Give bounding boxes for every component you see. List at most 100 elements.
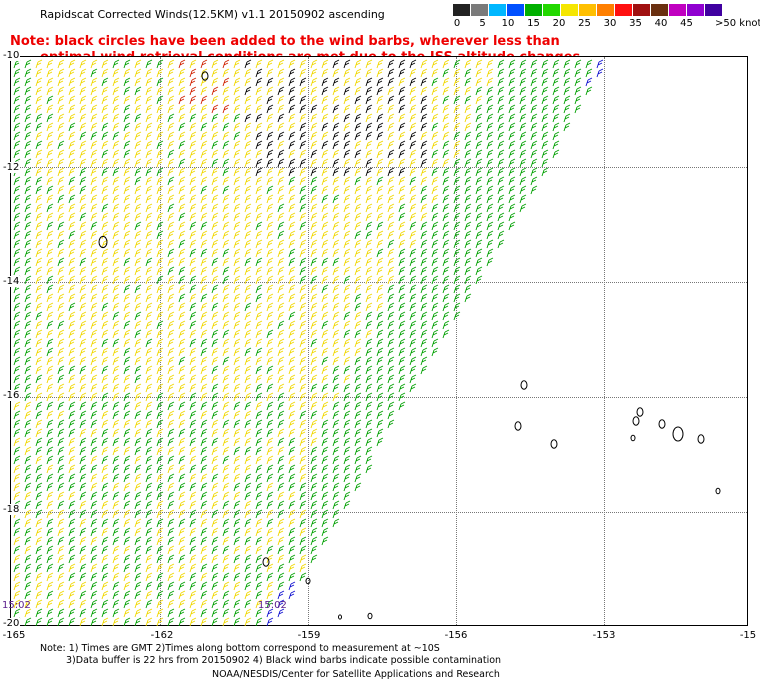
wind-barb bbox=[354, 464, 362, 474]
wind-barb bbox=[211, 239, 219, 249]
wind-barb bbox=[35, 446, 43, 456]
wind-barb bbox=[354, 347, 362, 357]
wind-barb bbox=[376, 194, 384, 204]
wind-barb bbox=[398, 293, 406, 303]
wind-barb bbox=[13, 320, 21, 330]
wind-barb bbox=[332, 401, 340, 411]
wind-barb bbox=[68, 401, 76, 411]
wind-barb bbox=[233, 284, 241, 294]
wind-barb bbox=[233, 455, 241, 465]
wind-barb bbox=[35, 275, 43, 285]
wind-barb bbox=[35, 500, 43, 510]
wind-barb bbox=[79, 176, 87, 186]
island-outline bbox=[98, 235, 108, 249]
wind-barb bbox=[79, 221, 87, 231]
wind-barb bbox=[321, 473, 329, 483]
wind-barb bbox=[112, 140, 120, 150]
wind-barb bbox=[475, 77, 483, 87]
wind-barb bbox=[90, 383, 98, 393]
wind-barb bbox=[277, 437, 285, 447]
island-outline bbox=[305, 577, 311, 585]
wind-barb bbox=[321, 113, 329, 123]
wind-barb bbox=[420, 86, 428, 96]
wind-barb bbox=[552, 86, 560, 96]
wind-barb bbox=[123, 167, 131, 177]
wind-barb bbox=[332, 239, 340, 249]
wind-barb bbox=[288, 446, 296, 456]
wind-barb bbox=[508, 104, 516, 114]
wind-barb bbox=[101, 185, 109, 195]
wind-barb bbox=[266, 428, 274, 438]
wind-barb bbox=[90, 590, 98, 600]
wind-barb bbox=[211, 185, 219, 195]
wind-barb bbox=[79, 59, 87, 69]
wind-barb bbox=[431, 275, 439, 285]
wind-barb bbox=[79, 284, 87, 294]
wind-barb bbox=[354, 284, 362, 294]
wind-barb bbox=[123, 104, 131, 114]
wind-barb bbox=[167, 509, 175, 519]
wind-barb bbox=[101, 113, 109, 123]
wind-barb bbox=[233, 293, 241, 303]
wind-barb bbox=[464, 140, 472, 150]
wind-barb bbox=[288, 401, 296, 411]
wind-barb bbox=[277, 347, 285, 357]
wind-barb bbox=[332, 104, 340, 114]
wind-barb bbox=[431, 113, 439, 123]
wind-barb bbox=[321, 302, 329, 312]
wind-barb bbox=[134, 392, 142, 402]
wind-barb bbox=[90, 437, 98, 447]
wind-barb bbox=[79, 464, 87, 474]
wind-barb bbox=[310, 167, 318, 177]
wind-barb bbox=[134, 248, 142, 258]
wind-barb bbox=[46, 185, 54, 195]
wind-barb bbox=[222, 176, 230, 186]
wind-barb bbox=[332, 194, 340, 204]
wind-barb bbox=[244, 617, 252, 626]
wind-barb bbox=[277, 509, 285, 519]
wind-barb bbox=[24, 320, 32, 330]
wind-barb bbox=[35, 266, 43, 276]
wind-barb bbox=[431, 302, 439, 312]
wind-barb bbox=[112, 509, 120, 519]
wind-barb bbox=[101, 347, 109, 357]
wind-barb bbox=[46, 131, 54, 141]
wind-barb bbox=[266, 599, 274, 609]
wind-barb bbox=[145, 428, 153, 438]
wind-barb bbox=[255, 383, 263, 393]
wind-barb bbox=[189, 311, 197, 321]
legend-tick-label: 15 bbox=[527, 18, 540, 29]
wind-barb bbox=[398, 104, 406, 114]
wind-barb bbox=[57, 455, 65, 465]
wind-barb bbox=[409, 329, 417, 339]
wind-barb bbox=[156, 365, 164, 375]
wind-barb bbox=[178, 338, 186, 348]
wind-barb bbox=[13, 311, 21, 321]
wind-barb bbox=[156, 428, 164, 438]
wind-barb bbox=[145, 356, 153, 366]
legend-tick-label: >50 knots bbox=[715, 18, 760, 29]
wind-barb bbox=[68, 491, 76, 501]
wind-barb bbox=[222, 590, 230, 600]
wind-barb bbox=[266, 203, 274, 213]
wind-barb bbox=[156, 392, 164, 402]
wind-barb bbox=[200, 446, 208, 456]
wind-barb bbox=[200, 320, 208, 330]
wind-barb bbox=[266, 311, 274, 321]
wind-barb bbox=[453, 140, 461, 150]
wind-barb bbox=[431, 347, 439, 357]
wind-barb bbox=[200, 329, 208, 339]
wind-barb bbox=[343, 464, 351, 474]
wind-barb bbox=[332, 167, 340, 177]
wind-barb bbox=[420, 95, 428, 105]
wind-barb bbox=[288, 365, 296, 375]
wind-barb bbox=[266, 347, 274, 357]
wind-barb bbox=[376, 410, 384, 420]
wind-barb bbox=[156, 257, 164, 267]
wind-barb bbox=[123, 608, 131, 618]
wind-barb bbox=[211, 221, 219, 231]
wind-barb bbox=[189, 509, 197, 519]
wind-barb bbox=[123, 392, 131, 402]
wind-barb bbox=[145, 374, 153, 384]
wind-barb bbox=[574, 95, 582, 105]
